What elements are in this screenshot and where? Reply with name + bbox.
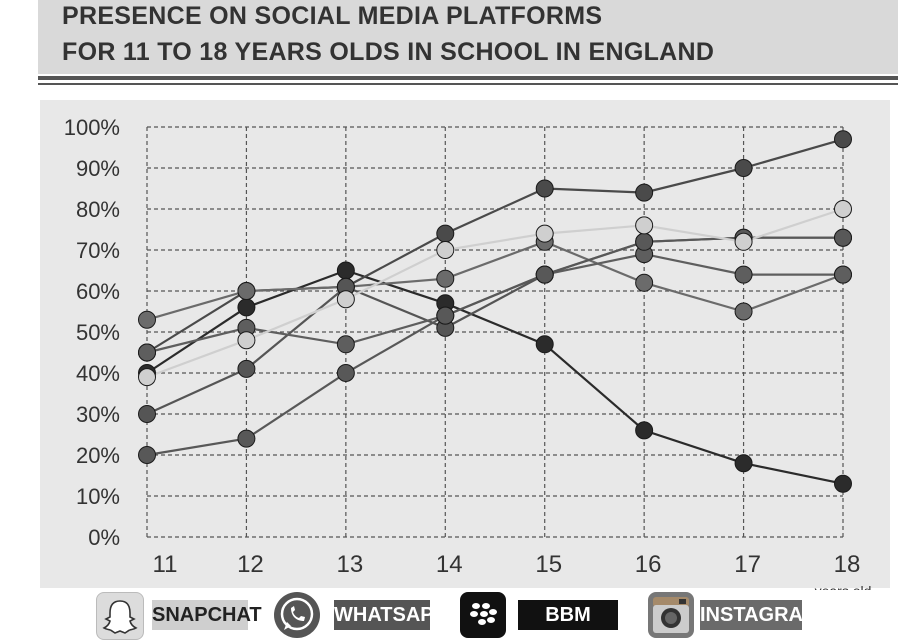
x-tick-label: 13 (337, 551, 364, 578)
data-point-s1-15 (535, 335, 554, 354)
line-chart: 0% 10% 20% 30% 40% 50% 60% 70% 80% 90% 100% 11 12 13… (64, 115, 872, 590)
data-point-s6-16 (635, 232, 654, 251)
data-point-s4-11 (138, 405, 156, 423)
chart-title-line-1: PRESENCE ON SOCIAL MEDIA PLATFORMS (62, 2, 603, 30)
data-point-s6-12 (237, 429, 256, 448)
y-axis-tick-labels: 0% 10% 20% 30% 40% 50% 60% 70% 80% 90% 100% (64, 115, 120, 550)
data-point-s5-11 (138, 343, 156, 362)
camera-icon (648, 592, 694, 638)
data-point-s3-17 (734, 302, 753, 321)
data-point-s7-17 (734, 232, 753, 251)
y-tick-label: 60% (76, 279, 120, 304)
data-point-s5-17 (734, 265, 753, 284)
data-point-s7-16 (635, 216, 654, 235)
data-point-s3-12 (237, 282, 256, 300)
legend-label-snapchat: SNAPCHAT (152, 600, 262, 630)
y-tick-label: 90% (76, 156, 120, 181)
data-point-s5-13 (336, 335, 355, 354)
data-point-s7-14 (436, 241, 455, 259)
y-tick-label: 0% (88, 525, 120, 550)
data-point-s3-11 (138, 310, 156, 329)
series-line-7 (146, 207, 844, 379)
x-tick-label: 15 (535, 551, 562, 578)
legend-item-instagram: INSTAGRAM (648, 592, 820, 640)
x-axis-tick-labels: 11 12 13 14 15 16 17 18 years old (153, 551, 872, 590)
legend-label-whatsapp: WHATSAPP (334, 600, 447, 630)
data-point-s3-14 (436, 269, 455, 288)
series-lines (146, 138, 844, 485)
data-point-s6-18 (834, 228, 852, 247)
y-tick-label: 10% (76, 484, 120, 509)
x-axis-unit-label: years old (815, 583, 872, 590)
data-point-s6-14 (436, 306, 455, 325)
chart-title-line-2: FOR 11 TO 18 YEARS OLDS IN SCHOOL IN ENG… (62, 38, 715, 66)
data-point-s2-18 (834, 130, 852, 149)
y-tick-label: 40% (76, 361, 120, 386)
data-point-s7-11 (138, 368, 156, 387)
legend-item-snapchat: SNAPCHAT (96, 592, 262, 640)
data-point-s3-16 (635, 273, 654, 292)
legend-item-whatsapp: WHATSAPP (274, 592, 447, 640)
y-tick-label: 30% (76, 402, 120, 427)
data-point-s1-12 (237, 298, 256, 317)
x-tick-label: 14 (436, 551, 463, 578)
data-point-s6-15 (535, 265, 554, 284)
data-point-s1-13 (336, 261, 355, 280)
x-tick-label: 16 (635, 551, 662, 578)
phone-bubble-icon (274, 592, 320, 638)
data-point-s7-15 (535, 224, 554, 243)
title-rule-thin (38, 83, 898, 85)
x-tick-label: 11 (153, 551, 178, 578)
title-band (38, 0, 898, 74)
y-tick-label: 100% (64, 115, 120, 140)
data-point-s6-11 (138, 446, 156, 464)
data-point-s2-15 (535, 179, 554, 198)
legend-item-bbm: BBM (460, 592, 620, 640)
data-point-s1-18 (834, 474, 852, 493)
data-point-s2-16 (635, 183, 654, 202)
data-point-s1-17 (734, 454, 753, 473)
data-point-s4-12 (237, 359, 256, 378)
data-points (138, 130, 852, 493)
blackberry-icon (460, 592, 506, 638)
series-line-1 (146, 269, 844, 485)
ghost-icon (96, 592, 144, 640)
data-point-s1-16 (635, 421, 654, 440)
data-point-s7-12 (237, 331, 256, 350)
y-tick-label: 80% (76, 197, 120, 222)
series-line-3 (146, 240, 844, 321)
data-point-s7-13 (336, 290, 355, 309)
title-rule-thick (38, 76, 898, 80)
x-tick-label: 12 (237, 551, 264, 578)
data-point-s5-18 (834, 265, 852, 284)
data-point-s2-14 (436, 224, 455, 243)
y-tick-label: 70% (76, 238, 120, 263)
x-tick-label: 17 (734, 551, 761, 578)
legend-label-bbm: BBM (518, 600, 618, 630)
data-point-s6-13 (336, 364, 355, 382)
y-tick-label: 20% (76, 443, 120, 468)
data-point-s7-18 (834, 200, 852, 218)
data-point-s2-17 (734, 159, 753, 177)
x-tick-label: 18 (834, 551, 861, 578)
y-tick-label: 50% (76, 320, 120, 345)
legend-label-instagram: INSTAGRAM (700, 600, 820, 630)
